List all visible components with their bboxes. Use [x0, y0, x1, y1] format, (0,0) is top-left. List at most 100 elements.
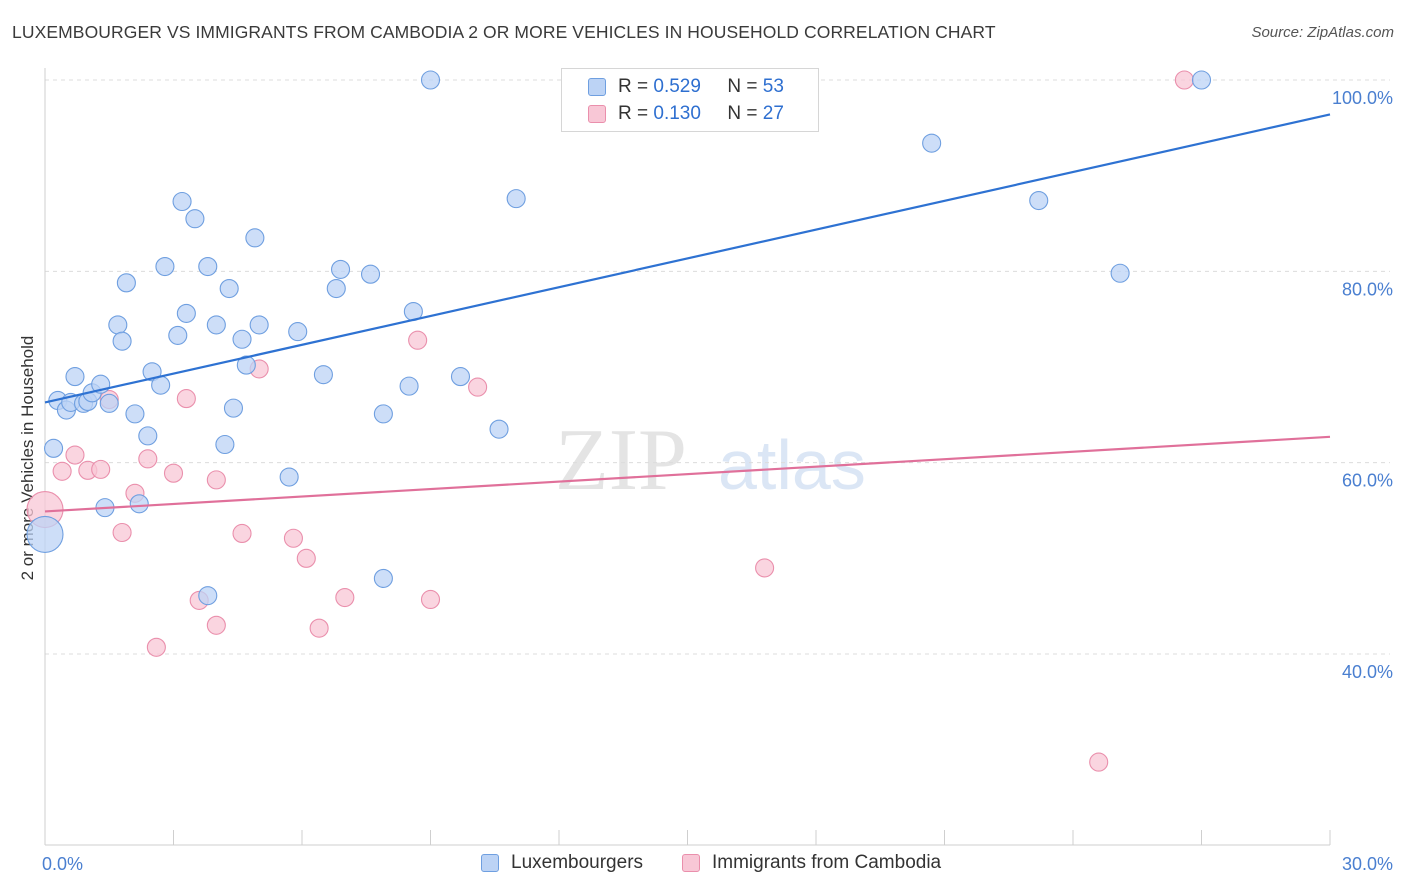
chart-title: LUXEMBOURGER VS IMMIGRANTS FROM CAMBODIA… — [12, 22, 996, 42]
point-luxembourgers — [185, 209, 205, 229]
point-luxembourgers — [922, 133, 942, 153]
series-luxembourgers-points — [26, 70, 1212, 606]
point-cambodia — [1089, 752, 1109, 772]
axes — [44, 68, 1330, 846]
point-luxembourgers — [420, 70, 441, 90]
y-tick-label: 80.0% — [1342, 279, 1393, 299]
point-cambodia — [420, 589, 441, 610]
y-tick-label: 100.0% — [1332, 88, 1393, 108]
legend-label-cambodia: Immigrants from Cambodia — [712, 852, 942, 873]
x-tick-label-min: 0.0% — [42, 854, 83, 874]
source-label: Source: ZipAtlas.com — [1251, 24, 1394, 41]
trend-line-cambodia — [44, 435, 1331, 513]
point-cambodia — [408, 330, 428, 350]
legend-n-value: 27 — [762, 103, 784, 124]
point-luxembourgers — [326, 279, 346, 299]
point-cambodia — [91, 459, 111, 479]
point-luxembourgers — [245, 228, 265, 248]
point-luxembourgers — [108, 315, 128, 335]
legend-r-value: 0.529 — [653, 76, 701, 97]
point-luxembourgers — [206, 315, 226, 335]
y-tick-label: 40.0% — [1342, 662, 1393, 682]
point-luxembourgers — [223, 398, 244, 418]
legend-r-value: 0.130 — [653, 103, 701, 124]
point-cambodia — [138, 449, 158, 469]
watermark: ZIP atlas — [555, 412, 866, 509]
point-luxembourgers — [155, 256, 175, 277]
series-cambodia-points — [26, 70, 1194, 772]
point-cambodia — [206, 470, 226, 490]
point-luxembourgers — [176, 303, 196, 323]
point-cambodia — [232, 523, 252, 544]
legend-n-label: N = — [727, 103, 758, 124]
point-cambodia — [468, 377, 488, 397]
point-luxembourgers — [198, 256, 218, 277]
point-luxembourgers — [172, 191, 192, 212]
stats-legend: R = 0.529 N = 53 R = 0.130 N = 27 — [561, 68, 819, 132]
y-tick-labels: 40.0% 60.0% 80.0% 100.0% — [1332, 88, 1393, 682]
point-luxembourgers — [138, 426, 158, 446]
legend-n-label: N = — [727, 76, 758, 97]
trend-line-luxembourgers — [44, 113, 1331, 404]
legend-swatch-blue — [481, 854, 499, 872]
point-cambodia — [65, 445, 85, 465]
legend-swatch-pink — [682, 854, 700, 872]
point-cambodia — [335, 588, 355, 608]
point-luxembourgers — [506, 189, 526, 209]
point-luxembourgers — [44, 438, 64, 458]
point-cambodia — [112, 522, 132, 543]
point-luxembourgers — [450, 367, 471, 387]
point-luxembourgers — [65, 367, 85, 387]
point-luxembourgers — [26, 515, 64, 553]
point-luxembourgers — [373, 568, 393, 588]
point-luxembourgers — [313, 365, 333, 385]
point-luxembourgers — [330, 259, 351, 279]
legend-item-cambodia[interactable]: Immigrants from Cambodia — [682, 852, 941, 874]
point-luxembourgers — [1191, 70, 1212, 90]
point-luxembourgers — [219, 279, 239, 299]
legend-item-luxembourgers[interactable]: Luxembourgers — [481, 852, 643, 874]
point-cambodia — [755, 558, 775, 578]
point-luxembourgers — [125, 404, 145, 424]
point-luxembourgers — [129, 494, 149, 514]
series-legend: Luxembourgers Immigrants from Cambodia — [0, 852, 1406, 878]
legend-swatch-pink — [588, 105, 606, 123]
y-tick-label: 60.0% — [1342, 471, 1393, 491]
point-luxembourgers — [288, 322, 308, 342]
point-cambodia — [146, 637, 166, 657]
legend-n-value: 53 — [762, 76, 784, 97]
point-luxembourgers — [232, 329, 252, 349]
point-luxembourgers — [1110, 263, 1130, 283]
point-luxembourgers — [399, 376, 419, 396]
point-luxembourgers — [116, 273, 136, 293]
point-cambodia — [1174, 70, 1194, 90]
point-luxembourgers — [215, 434, 235, 455]
point-luxembourgers — [373, 404, 393, 424]
point-luxembourgers — [198, 586, 218, 606]
legend-swatch-blue — [588, 78, 606, 96]
legend-row-cambodia: R = 0.130 N = 27 — [588, 101, 784, 127]
point-luxembourgers — [1029, 190, 1049, 211]
x-tick-label-max: 30.0% — [1342, 854, 1393, 874]
point-luxembourgers — [99, 393, 119, 413]
legend-label-luxembourgers: Luxembourgers — [511, 852, 644, 873]
x-ticks — [44, 830, 1331, 845]
point-cambodia — [52, 461, 72, 481]
point-cambodia — [206, 615, 226, 635]
watermark-zip: ZIP — [555, 412, 687, 509]
trend-lines — [44, 113, 1331, 513]
legend-r-label: R = — [618, 103, 649, 124]
point-luxembourgers — [236, 355, 256, 375]
point-luxembourgers — [360, 264, 381, 284]
point-luxembourgers — [279, 467, 299, 487]
point-cambodia — [309, 618, 329, 638]
point-luxembourgers — [112, 331, 132, 351]
point-cambodia — [176, 389, 196, 409]
legend-r-label: R = — [618, 76, 649, 97]
point-luxembourgers — [168, 325, 188, 345]
point-cambodia — [283, 528, 303, 548]
point-luxembourgers — [249, 315, 269, 335]
point-cambodia — [163, 463, 184, 483]
point-cambodia — [296, 548, 316, 568]
